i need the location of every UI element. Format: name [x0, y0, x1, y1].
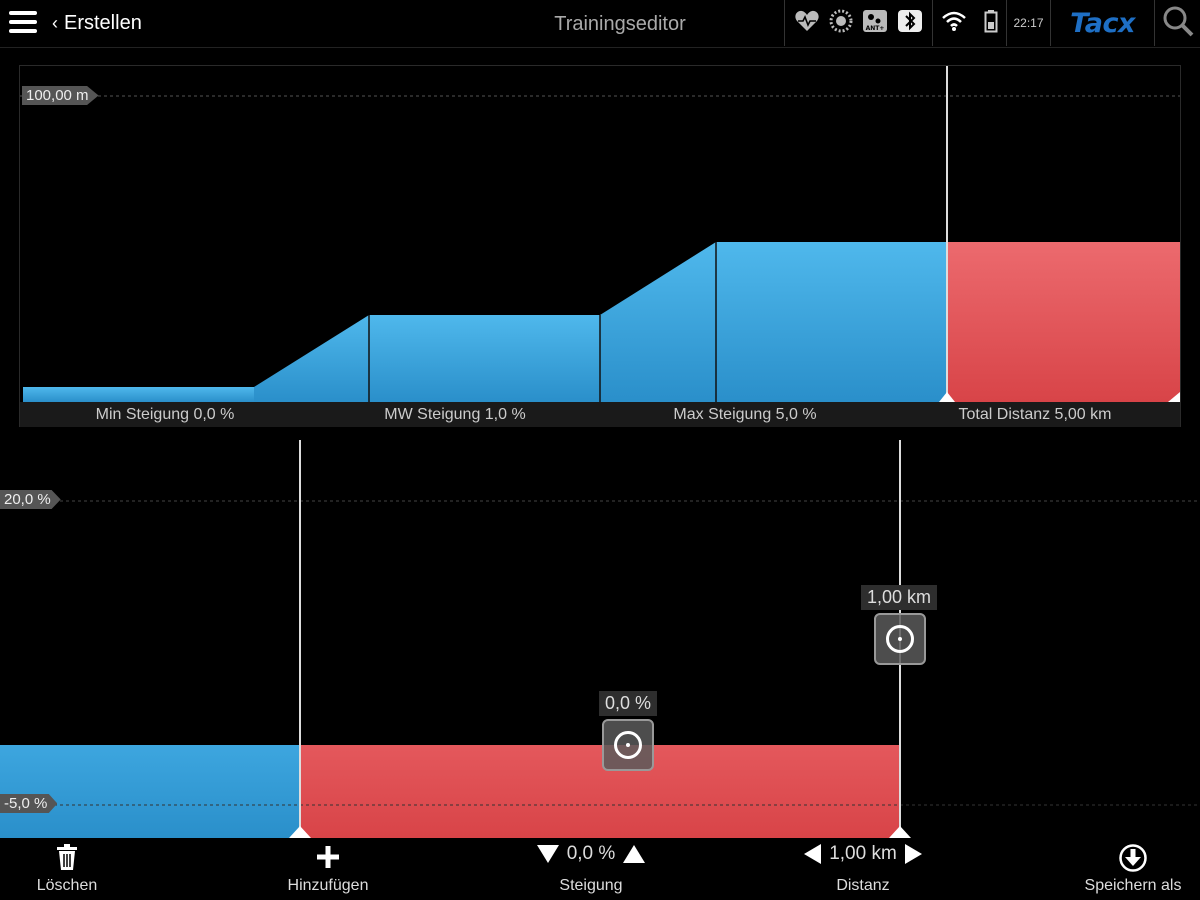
- sensor-status-group[interactable]: ANT+: [784, 0, 932, 46]
- delete-label: Löschen: [36, 877, 98, 894]
- elevation-overview-chart[interactable]: 100,00 m Min Steigung 0,0 % MW Steigung …: [19, 65, 1181, 427]
- segment-editor-svg: [0, 440, 1200, 838]
- gradient-increase-icon[interactable]: [623, 845, 646, 863]
- segment-start-triangle: [289, 826, 311, 838]
- add-label: Hinzufügen: [287, 877, 369, 894]
- y-max-label: 100,00 m: [22, 86, 99, 105]
- connection-status-group: [932, 0, 1006, 46]
- search-icon: [1162, 5, 1194, 42]
- cadence-icon: [829, 9, 853, 38]
- plus-icon: [268, 843, 388, 871]
- selection-marker-triangle: [939, 392, 955, 402]
- end-marker-triangle: [1168, 392, 1180, 402]
- wifi-icon: [941, 10, 967, 37]
- min-gradient-stat: Min Steigung 0,0 %: [95, 406, 235, 423]
- distance-increase-icon[interactable]: [904, 844, 922, 864]
- download-icon: [1074, 843, 1192, 873]
- previous-segment-bar[interactable]: [0, 745, 300, 838]
- search-button[interactable]: [1154, 0, 1200, 46]
- segment-end-triangle: [889, 826, 911, 838]
- battery-icon: [984, 9, 998, 38]
- logo-text: Tacx: [1070, 7, 1135, 39]
- save-as-label: Speichern als: [1084, 877, 1182, 894]
- gradient-drag-handle[interactable]: [602, 719, 654, 771]
- max-gradient-stat: Max Steigung 5,0 %: [673, 406, 817, 423]
- back-button[interactable]: ‹ Erstellen: [52, 12, 142, 35]
- add-button[interactable]: Hinzufügen: [268, 838, 388, 900]
- y-bottom-label: -5,0 %: [0, 794, 58, 813]
- distance-value-label: 1,00 km: [861, 585, 938, 610]
- target-icon: [614, 731, 642, 759]
- total-distance-stat: Total Distanz 5,00 km: [958, 406, 1112, 423]
- distance-label: Distanz: [836, 877, 890, 894]
- save-as-button[interactable]: Speichern als: [1074, 838, 1192, 900]
- chevron-left-icon: ‹: [52, 13, 58, 33]
- distance-stepper-value: 1,00 km: [829, 843, 897, 864]
- svg-text:ANT+: ANT+: [866, 25, 885, 32]
- selected-segment-bar[interactable]: [300, 745, 900, 838]
- top-bar: ‹ Erstellen Trainingseditor ANT+ 22:17 Ta…: [0, 0, 1200, 48]
- clock: 22:17: [1006, 0, 1050, 46]
- segment-selected[interactable]: [947, 242, 1180, 402]
- hamburger-menu-icon[interactable]: [9, 11, 37, 35]
- bluetooth-icon: [897, 9, 923, 38]
- stats-bar: Min Steigung 0,0 % MW Steigung 1,0 % Max…: [20, 402, 1180, 427]
- heart-rate-icon: [794, 9, 820, 38]
- target-icon: [886, 625, 914, 653]
- y-top-label: 20,0 %: [0, 490, 61, 509]
- gradient-value-label: 0,0 %: [599, 691, 658, 716]
- segment-2[interactable]: [254, 315, 600, 402]
- trash-icon: [17, 843, 117, 871]
- distance-stepper[interactable]: 1,00 km Distanz: [783, 838, 943, 900]
- ant-plus-icon: ANT+: [862, 9, 888, 38]
- gradient-decrease-icon[interactable]: [536, 845, 559, 863]
- elevation-profile-svg: [20, 66, 1180, 402]
- segment-3[interactable]: [600, 242, 947, 402]
- segment-1[interactable]: [23, 387, 254, 402]
- gradient-stepper[interactable]: 0,0 % Steigung: [511, 838, 671, 900]
- gradient-stepper-value: 0,0 %: [566, 843, 616, 864]
- segment-editor-chart[interactable]: 20,0 % -5,0 % 1,00 km 0,0 %: [0, 440, 1200, 838]
- back-label: Erstellen: [64, 12, 142, 34]
- avg-gradient-stat: MW Steigung 1,0 %: [384, 406, 526, 423]
- bottom-toolbar: Löschen Hinzufügen 0,0 % Steigung 1,00 k…: [0, 838, 1200, 900]
- delete-button[interactable]: Löschen: [17, 838, 117, 900]
- distance-decrease-icon[interactable]: [804, 844, 822, 864]
- gradient-label: Steigung: [559, 877, 623, 894]
- tacx-logo: Tacx: [1050, 0, 1154, 46]
- distance-drag-handle[interactable]: [874, 613, 926, 665]
